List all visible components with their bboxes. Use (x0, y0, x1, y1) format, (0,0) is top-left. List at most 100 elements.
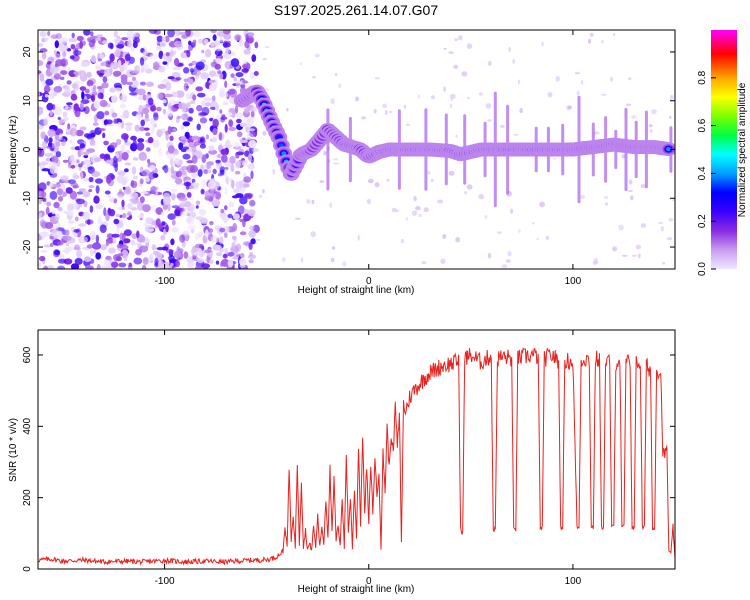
noise-speckle (668, 217, 674, 222)
noise-speckle (194, 232, 200, 241)
noise-speckle (72, 174, 80, 180)
noise-speckle (156, 92, 164, 100)
noise-speckle (229, 88, 238, 98)
noise-speckle (235, 152, 240, 159)
noise-speckle (118, 206, 123, 211)
noise-speckle (108, 247, 116, 254)
noise-speckle (136, 111, 142, 115)
noise-speckle (217, 173, 222, 177)
noise-speckle (367, 178, 374, 184)
noise-speckle (56, 188, 64, 196)
noise-speckle (427, 170, 431, 175)
noise-speckle (249, 71, 255, 79)
noise-speckle (186, 102, 191, 108)
noise-speckle (210, 42, 215, 48)
noise-speckle (217, 70, 222, 75)
y-tick-label: 0 (22, 146, 33, 152)
snr-panel: -100 0 100 0 200 400 600 Height of straight l… (8, 329, 676, 595)
noise-speckle (40, 131, 46, 140)
noise-speckle (205, 134, 209, 140)
noise-speckle (103, 140, 109, 146)
noise-speckle (499, 124, 505, 128)
noise-speckle (229, 155, 236, 164)
noise-speckle (45, 157, 52, 162)
noise-speckle (333, 162, 340, 165)
noise-speckle (132, 242, 140, 246)
noise-speckle (669, 115, 672, 119)
noise-speckle (39, 48, 48, 53)
noise-speckle (513, 133, 519, 136)
noise-speckle (553, 157, 556, 160)
snr-x-label: Height of straight line (km) (298, 584, 415, 595)
noise-speckle (166, 108, 174, 117)
noise-speckle (219, 87, 225, 94)
noise-speckle (50, 34, 59, 39)
noise-speckle (228, 126, 237, 131)
noise-speckle (123, 109, 130, 119)
noise-speckle (244, 194, 253, 200)
spectrogram-y-label: Frequency (Hz) (8, 116, 19, 185)
noise-speckle (97, 92, 104, 99)
noise-speckle (188, 107, 194, 114)
noise-speckle (199, 138, 205, 143)
noise-speckle (105, 241, 109, 247)
noise-speckle (102, 220, 108, 225)
snr-frame (37, 329, 676, 570)
noise-speckle (431, 95, 435, 100)
noise-speckle (174, 58, 180, 66)
noise-speckle (165, 132, 169, 141)
noise-speckle (41, 168, 50, 172)
noise-speckle (373, 109, 377, 114)
noise-speckle (193, 251, 200, 256)
noise-speckle (485, 103, 492, 109)
noise-speckle (134, 124, 140, 132)
noise-speckle (197, 92, 206, 98)
noise-speckle (448, 51, 455, 54)
noise-speckle (84, 256, 92, 263)
y-tick-label: 400 (22, 418, 33, 435)
noise-speckle (45, 206, 50, 215)
noise-speckle (83, 159, 90, 165)
noise-speckle (95, 252, 101, 260)
noise-speckle (117, 59, 122, 69)
noise-speckle (249, 225, 255, 231)
noise-speckle (114, 87, 122, 92)
noise-speckle (230, 51, 236, 57)
noise-speckle (182, 153, 191, 160)
noise-speckle (164, 35, 170, 43)
noise-speckle (68, 37, 78, 43)
noise-speckle (487, 252, 492, 259)
noise-speckle (223, 168, 227, 178)
noise-speckle (73, 229, 80, 233)
noise-speckle (215, 104, 220, 111)
noise-speckle (233, 77, 237, 82)
noise-speckle (187, 216, 192, 223)
noise-speckle (76, 198, 85, 205)
noise-speckle (240, 83, 246, 89)
noise-speckle (220, 116, 228, 120)
noise-speckle (458, 35, 463, 41)
noise-speckle (93, 249, 97, 254)
noise-speckle (186, 160, 194, 164)
noise-speckle (208, 228, 213, 234)
noise-speckle (230, 73, 235, 78)
noise-speckle (244, 107, 250, 114)
noise-speckle (55, 151, 62, 158)
noise-speckle (140, 57, 145, 66)
noise-speckle (141, 264, 147, 269)
noise-speckle (108, 209, 116, 217)
noise-speckle (130, 135, 138, 141)
noise-speckle (312, 76, 316, 79)
noise-speckle (254, 41, 259, 49)
noise-speckle (219, 227, 226, 233)
noise-speckle (73, 184, 80, 189)
noise-speckle (77, 235, 87, 244)
noise-speckle (666, 237, 673, 241)
noise-speckle (233, 188, 240, 193)
noise-speckle (518, 229, 521, 233)
noise-speckle (61, 118, 67, 123)
noise-speckle (76, 191, 84, 195)
noise-speckle (99, 53, 105, 59)
noise-speckle (272, 168, 276, 175)
